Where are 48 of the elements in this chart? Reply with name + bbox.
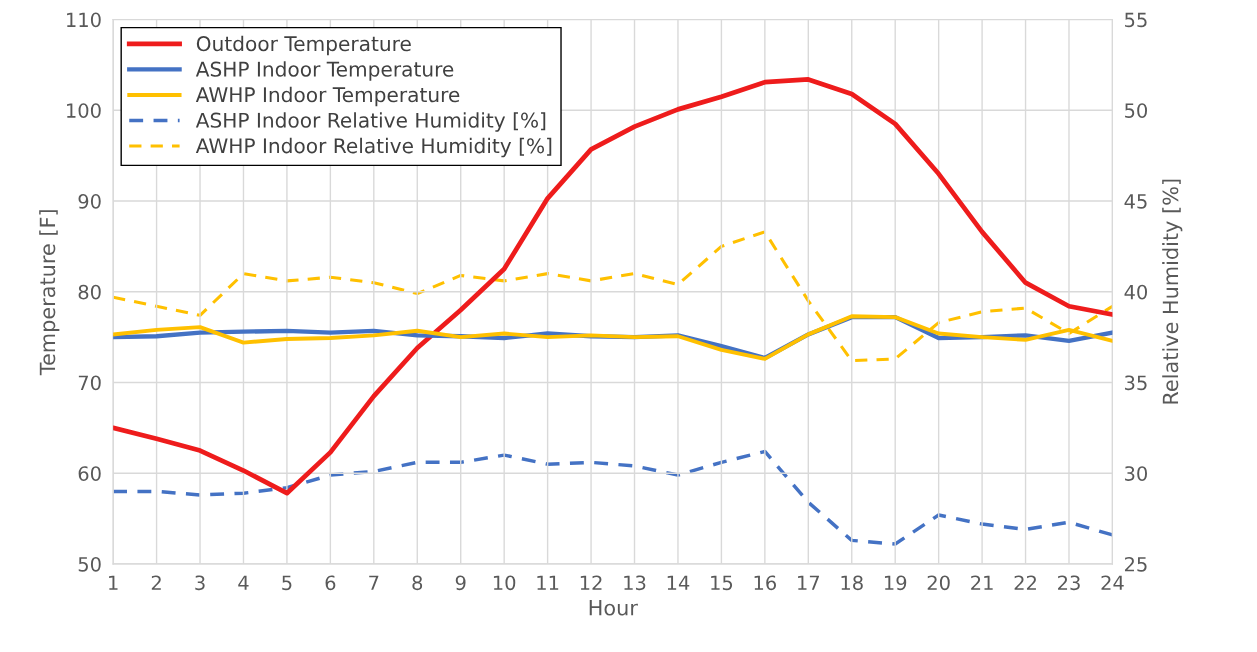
x-tick-label: 10 (493, 575, 516, 591)
x-tick-label: 5 (282, 575, 292, 591)
x-axis-title: Hour (589, 600, 638, 616)
y-tick-label: 110 (67, 12, 101, 28)
x-tick-label: 2 (151, 575, 161, 590)
legend-label: AWHP Indoor Temperature (195, 86, 460, 107)
x-tick-label: 15 (711, 575, 733, 591)
y-tick-label: 80 (78, 284, 101, 300)
legend-label: ASHP Indoor Temperature (195, 61, 454, 81)
x-tick-label: 17 (798, 575, 820, 590)
line-series (113, 449, 1113, 546)
legend-label: Outdoor Temperature (196, 35, 411, 56)
y2-tick-label: 55 (1125, 12, 1147, 28)
x-tick-label: 14 (667, 575, 690, 590)
x-tick-label: 22 (1014, 575, 1036, 590)
x-tick-label: 1 (109, 575, 118, 590)
y2-tick-label: 25 (1124, 556, 1147, 572)
x-tick-label: 18 (841, 575, 863, 591)
x-tick-label: 8 (412, 575, 423, 591)
legend-label: ASHP Indoor Relative Humidity [%] (195, 112, 546, 132)
x-tick-label: 16 (754, 575, 776, 591)
x-tick-label: 13 (624, 575, 646, 591)
y2-tick-label: 35 (1125, 375, 1147, 391)
y2-tick-label: 45 (1124, 194, 1147, 209)
y2-axis-title: Relative Humidity [%] (1162, 179, 1183, 404)
y-tick-label: 100 (67, 103, 101, 118)
x-tick-label: 21 (971, 575, 993, 590)
x-tick-label: 12 (580, 575, 602, 590)
y-tick-label: 90 (78, 193, 101, 209)
x-tick-label: 23 (1058, 575, 1080, 591)
x-tick-label: 4 (238, 575, 249, 590)
y2-tick-label: 40 (1124, 284, 1148, 300)
y-tick-label: 60 (78, 466, 101, 481)
x-tick-label: 19 (884, 575, 907, 591)
x-tick-label: 24 (1101, 575, 1124, 590)
y2-tick-label: 50 (1125, 103, 1148, 118)
y-tick-label: 50 (78, 556, 101, 572)
x-tick-label: 20 (927, 575, 950, 591)
x-tick-label: 6 (325, 575, 336, 591)
x-tick-label: 9 (455, 575, 466, 591)
x-tick-label: 11 (537, 575, 559, 590)
y-axis-title: Temperature [F] (39, 210, 60, 376)
legend-label: AWHP Indoor Relative Humidity [%] (195, 137, 552, 158)
x-tick-label: 7 (369, 575, 379, 590)
y-tick-label: 70 (78, 375, 101, 391)
y2-tick-label: 30 (1125, 466, 1148, 481)
line-series (113, 230, 1113, 363)
x-tick-label: 3 (195, 575, 205, 591)
